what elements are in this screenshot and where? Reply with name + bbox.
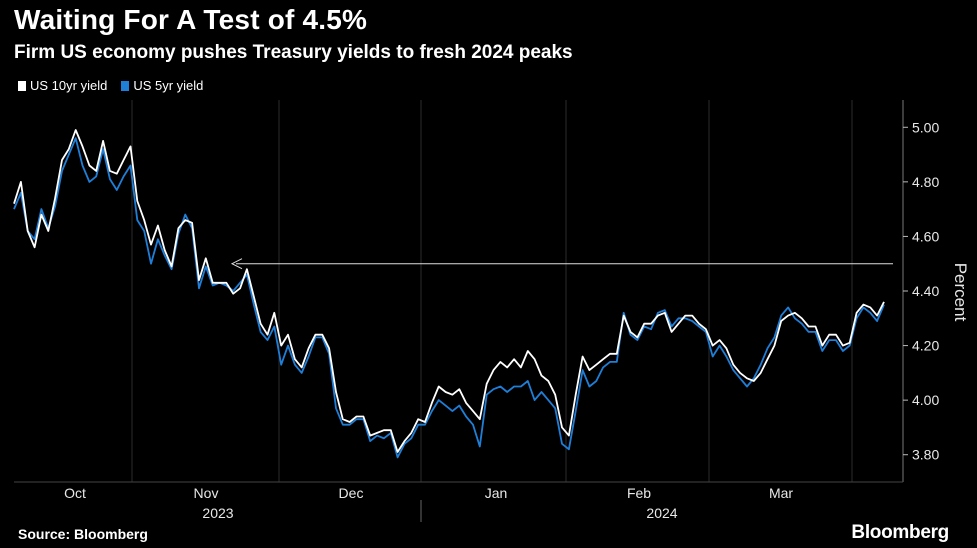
chart-title: Waiting For A Test of 4.5% [14,4,368,35]
y-tick-label-5: 4.00 [912,392,939,408]
annotation-arrow-head [230,258,243,270]
legend-item-10yr: US 10yr yield [18,78,107,93]
x-tick-label-4: Feb [627,485,651,501]
year-label-1: 2024 [646,505,677,521]
series-line-5yr [13,137,885,459]
chart-subtitle: Firm US economy pushes Treasury yields t… [14,42,573,63]
x-tick-label-1: Nov [194,485,219,501]
x-tick-label-5: Mar [769,485,793,501]
legend-label-10yr: US 10yr yield [30,78,108,93]
y-axis-label: Percent [951,263,970,322]
legend: US 10yr yield US 5yr yield [18,78,203,93]
bloomberg-logo: Bloomberg [851,522,949,543]
legend-swatch-10yr [18,80,26,91]
year-label-0: 2023 [202,505,233,521]
legend-item-5yr: US 5yr yield [121,78,203,93]
series-line-10yr [13,129,885,453]
series-lines [13,129,885,459]
axis-ticks: 5.00 4.80 4.60 4.40 4.20 4.00 3.80 Oct Nov Dec Jan… [64,119,939,522]
y-tick-label-2: 4.60 [912,228,939,244]
source-note: Source: Bloomberg [18,526,148,542]
legend-swatch-5yr [121,80,130,91]
x-tick-label-3: Jan [485,485,508,501]
y-tick-label-4: 4.20 [912,338,939,354]
x-tick-label-0: Oct [64,485,86,501]
annotation [230,258,893,270]
y-tick-label-1: 4.80 [912,174,939,190]
grid-lines [14,100,904,483]
x-tick-label-2: Dec [339,485,364,501]
y-tick-label-3: 4.40 [912,283,939,299]
y-tick-label-6: 3.80 [912,447,939,463]
y-tick-label-0: 5.00 [912,119,939,135]
legend-label-5yr: US 5yr yield [133,78,204,93]
